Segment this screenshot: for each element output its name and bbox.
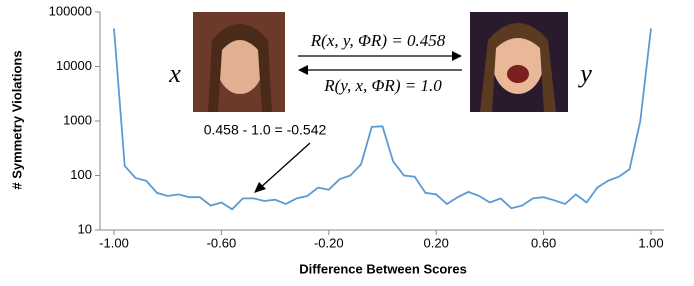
y-tick-label: 1000: [63, 112, 92, 127]
photo-left: [193, 12, 285, 112]
y-tick-label: 10000: [56, 58, 92, 73]
x-tick-label: -0.20: [314, 235, 344, 250]
y-variable: y: [577, 59, 592, 88]
x-axis-label: Difference Between Scores: [299, 261, 467, 276]
backward-score: R(y, x, ΦR) = 1.0: [323, 76, 442, 95]
y-tick-label: 10: [78, 221, 92, 236]
x-variable: x: [168, 59, 181, 88]
photo-right: [470, 12, 568, 112]
forward-score: R(x, y, ΦR) = 0.458: [310, 31, 446, 50]
y-tick-label: 100000: [49, 3, 92, 18]
x-tick-label: 0.60: [531, 235, 556, 250]
x-tick-label: 0.20: [424, 235, 449, 250]
y-tick-label: 100: [70, 167, 92, 182]
x-tick-label: 1.00: [638, 235, 663, 250]
chart: # Symmetry Violations Difference Between…: [0, 0, 694, 286]
y-axis-label: # Symmetry Violations: [9, 50, 24, 189]
x-tick-label: -1.00: [99, 235, 129, 250]
x-tick-label: -0.60: [207, 235, 237, 250]
difference-annotation: 0.458 - 1.0 = -0.542: [204, 122, 327, 138]
